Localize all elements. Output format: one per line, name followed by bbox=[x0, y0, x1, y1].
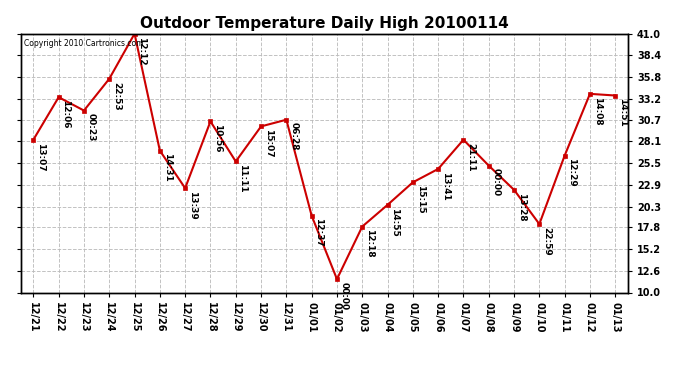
Text: 13:39: 13:39 bbox=[188, 191, 197, 220]
Text: 22:59: 22:59 bbox=[542, 227, 551, 256]
Text: 12:18: 12:18 bbox=[365, 230, 374, 258]
Text: 00:23: 00:23 bbox=[87, 113, 96, 142]
Text: 21:11: 21:11 bbox=[466, 142, 475, 171]
Text: 14:31: 14:31 bbox=[163, 153, 172, 182]
Text: 13:07: 13:07 bbox=[36, 142, 45, 171]
Text: 13:28: 13:28 bbox=[517, 193, 526, 221]
Text: 00:00: 00:00 bbox=[339, 282, 348, 310]
Title: Outdoor Temperature Daily High 20100114: Outdoor Temperature Daily High 20100114 bbox=[140, 16, 509, 31]
Text: 15:15: 15:15 bbox=[415, 185, 424, 214]
Text: 12:12: 12:12 bbox=[137, 36, 146, 65]
Text: Copyright 2010 Cartronics.com: Copyright 2010 Cartronics.com bbox=[23, 39, 144, 48]
Text: 14:55: 14:55 bbox=[391, 208, 400, 236]
Text: 14:08: 14:08 bbox=[593, 97, 602, 125]
Text: 15:07: 15:07 bbox=[264, 129, 273, 158]
Text: 12:29: 12:29 bbox=[567, 158, 576, 187]
Text: 00:00: 00:00 bbox=[491, 168, 500, 196]
Text: 10:56: 10:56 bbox=[213, 124, 222, 153]
Text: 06:28: 06:28 bbox=[289, 123, 298, 151]
Text: 11:11: 11:11 bbox=[239, 164, 248, 193]
Text: 14:51: 14:51 bbox=[618, 98, 627, 127]
Text: 22:53: 22:53 bbox=[112, 82, 121, 110]
Text: 12:37: 12:37 bbox=[315, 219, 324, 247]
Text: 13:41: 13:41 bbox=[441, 172, 450, 201]
Text: 12:06: 12:06 bbox=[61, 100, 70, 129]
